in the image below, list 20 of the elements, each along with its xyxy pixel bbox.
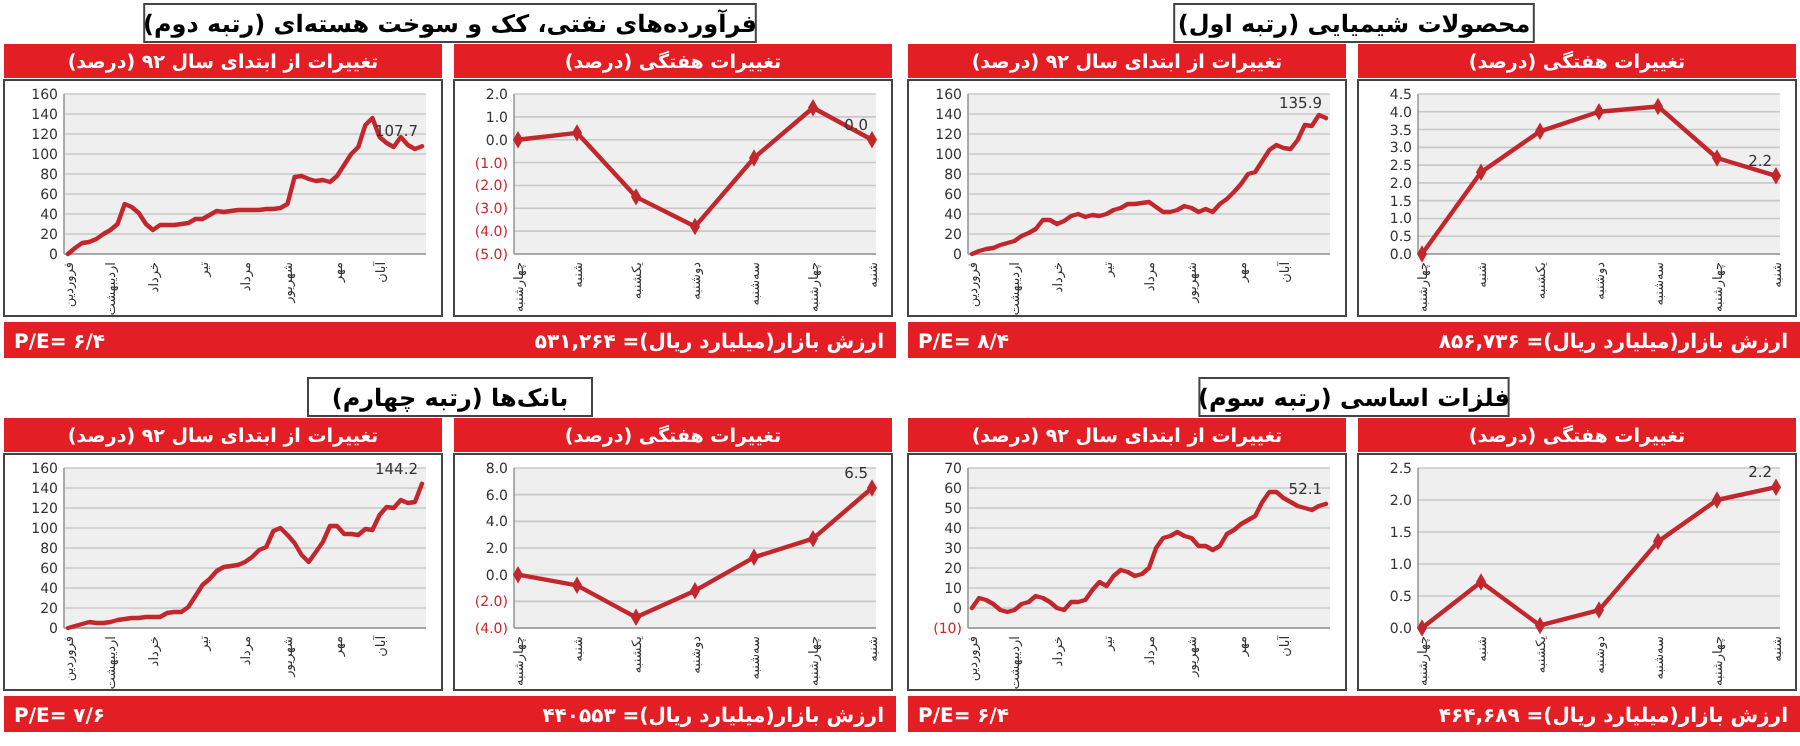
chart-title: تغییرات هفتگی (درصد) (1468, 424, 1686, 448)
text: P/E= ۷/۶ (14, 706, 106, 728)
chart-title: تغییرات هفتگی (درصد) (564, 424, 782, 448)
text: P/E= ۸/۴ (918, 332, 1010, 354)
chart-title: تغییرات از ابتدای سال ۹۲ (درصد) (67, 52, 379, 74)
chart-title: تغییرات هفتگی (درصد) (564, 50, 782, 74)
chart-title: تغییرات از ابتدای سال ۹۲ (درصد) (971, 52, 1283, 74)
text: P/E= ۶/۴ (918, 706, 1010, 728)
chart-title: تغییرات هفتگی (درصد) (1468, 50, 1686, 74)
text: بانک‌ها (رتبه چهارم) (331, 384, 569, 412)
text: فلزات اساسی (رتبه سوم) (1198, 384, 1510, 412)
text: فرآورده‌های نفتی، کک و سوخت هسته‌ای (رتبه دوم) (142, 8, 758, 38)
text: محصولات شیمیایی (رتبه اول) (1177, 10, 1531, 38)
text: ارزش بازار(میلیارد ریال)= ۸۵۶,۷۳۶ (1438, 332, 1788, 354)
chart-title: تغییرات از ابتدای سال ۹۲ (درصد) (67, 426, 379, 448)
text: P/E= ۶/۴ (14, 332, 106, 354)
text: ارزش بازار(میلیارد ریال)= ۴۶۴,۶۸۹ (1438, 706, 1788, 728)
text: ارزش بازار(میلیارد ریال)= ۴۴۰۵۵۳ (542, 706, 884, 728)
text: ارزش بازار(میلیارد ریال)= ۵۳۱,۲۶۴ (534, 332, 884, 354)
chart-title: تغییرات از ابتدای سال ۹۲ (درصد) (971, 426, 1283, 448)
